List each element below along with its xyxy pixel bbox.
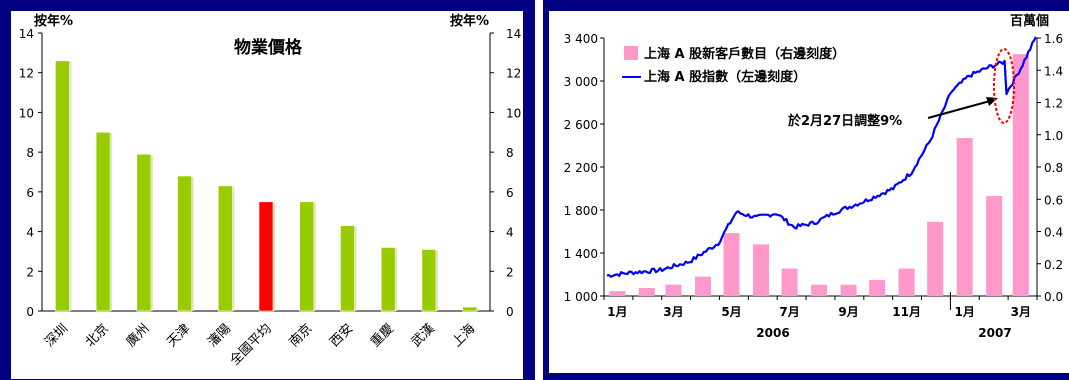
accounts-bar: [781, 268, 798, 296]
left-ytick-label: 14: [19, 27, 34, 41]
month-tick-label: 9月: [838, 305, 858, 319]
left-bar: [340, 225, 355, 312]
left-bar: [136, 153, 152, 312]
accounts-bar: [694, 276, 711, 296]
accounts-bar: [1012, 54, 1029, 296]
accounts-bar: [869, 279, 886, 296]
month-tick-label: 3月: [1011, 305, 1031, 319]
index-ytick-label: 2 200: [564, 161, 598, 175]
year-label-2006: 2006: [756, 326, 789, 340]
accounts-bar: [898, 268, 915, 296]
left-bar: [421, 249, 437, 312]
right-ytick-label: 4: [506, 226, 514, 240]
month-tick-label: 3月: [663, 305, 683, 319]
accounts-ytick-label: 0.6: [1044, 193, 1063, 207]
left-ytick-label: 6: [26, 186, 34, 200]
left-ytick-label: 12: [19, 67, 34, 81]
right-ytick-label: 14: [506, 27, 521, 41]
accounts-bar: [956, 137, 973, 296]
month-tick-label: 5月: [721, 305, 741, 319]
accounts-ytick-label: 1.0: [1044, 129, 1063, 143]
accounts-bar: [665, 284, 682, 296]
index-ytick-label: 3 000: [564, 75, 598, 89]
right-ytick-label: 6: [506, 186, 514, 200]
accounts-bar: [723, 233, 740, 296]
left-bar: [95, 131, 111, 312]
index-ytick-label: 1 000: [564, 290, 598, 304]
accounts-ytick-label: 1.2: [1044, 97, 1063, 111]
index-series-line: [606, 36, 1037, 278]
accounts-bar: [986, 196, 1003, 296]
accounts-ytick-label: 1.6: [1044, 32, 1063, 46]
accounts-ytick-label: 0.0: [1044, 290, 1063, 304]
year-label-2007: 2007: [978, 326, 1011, 340]
left-bar: [258, 201, 274, 312]
index-ytick-label: 1 400: [564, 247, 598, 261]
left-bar: [55, 60, 70, 312]
left-ytick-label: 2: [26, 265, 34, 279]
legend-swatch-accounts: [624, 46, 638, 60]
left-bar: [380, 247, 396, 312]
index-ytick-label: 2 600: [564, 118, 598, 132]
accounts-bar: [638, 287, 655, 296]
left-ytick-label: 0: [26, 305, 34, 319]
accounts-ytick-label: 1.4: [1044, 64, 1063, 78]
right-y-axis-unit: 按年%: [450, 13, 489, 29]
index-ytick-label: 3 400: [564, 32, 598, 46]
right-ytick-label: 0: [506, 305, 514, 319]
left-bar: [217, 185, 233, 312]
right-ytick-label: 2: [506, 265, 514, 279]
accounts-ytick-label: 0.8: [1044, 161, 1063, 175]
accounts-bar: [811, 284, 828, 296]
left-ytick-label: 10: [19, 106, 34, 120]
right-chart-bars: [609, 54, 1029, 296]
right-chart-panel: [549, 11, 1069, 373]
accounts-ytick-label: 0.2: [1044, 258, 1063, 272]
left-ytick-label: 4: [26, 226, 34, 240]
month-tick-label: 1月: [607, 305, 627, 319]
accounts-bar: [840, 284, 857, 296]
left-y-axis-unit: 按年%: [34, 13, 73, 29]
left-bar: [299, 201, 315, 312]
right-ytick-label: 10: [506, 106, 521, 120]
left-bar: [462, 306, 477, 312]
right-chart-line: [606, 36, 1037, 278]
legend-label-accounts: 上海 A 股新客戶數目（右邊刻度）: [644, 46, 845, 62]
annotation-arrow: [927, 100, 991, 119]
left-bar: [177, 175, 192, 312]
month-tick-label: 11月: [892, 305, 921, 319]
left-ytick-label: 8: [26, 146, 34, 160]
accounts-ytick-label: 0.4: [1044, 226, 1063, 240]
accounts-bar: [753, 244, 770, 296]
left-chart-ticks: 0 0 2 2 4 4 6 6 8 8 10 10 12 12 14 14: [19, 27, 522, 319]
right-chart-ticks: 1 000 1 400 1 800 2 200 2 600 3 000 3 400 0.0 0.…: [564, 32, 1063, 319]
left-chart-bars: [55, 60, 479, 312]
index-ytick-label: 1 800: [564, 204, 598, 218]
legend-label-index: 上海 A 股指數（左邊刻度）: [644, 69, 806, 85]
annotation-oval: [993, 48, 1015, 124]
left-chart-title: 物業價格: [234, 37, 303, 58]
accounts-bar: [927, 221, 944, 296]
accounts-bar: [609, 291, 626, 296]
month-tick-label: 7月: [779, 305, 799, 319]
left-chart-panel: [11, 11, 523, 379]
month-tick-label: 1月: [954, 305, 974, 319]
right-ytick-label: 12: [506, 67, 521, 81]
right-ytick-label: 8: [506, 146, 514, 160]
annotation-text: 於2月27日調整9%: [788, 113, 902, 129]
right-axis-unit: 百萬個: [1010, 13, 1049, 29]
